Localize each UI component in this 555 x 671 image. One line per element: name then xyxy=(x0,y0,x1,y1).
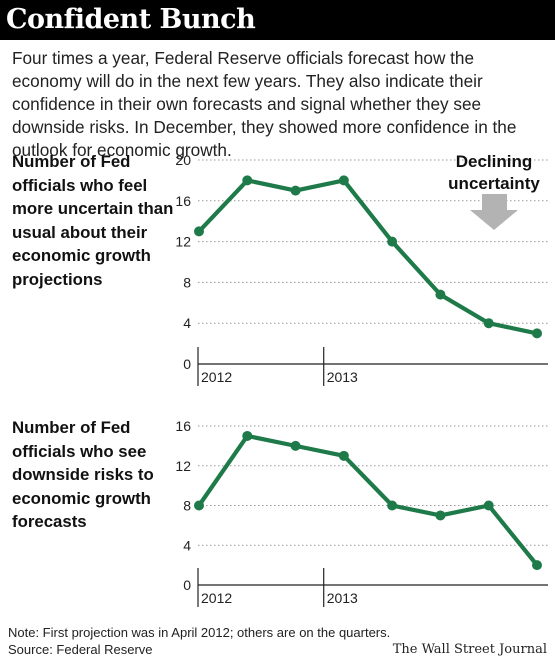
data-point xyxy=(338,450,349,461)
data-point xyxy=(338,175,349,186)
series-line xyxy=(197,433,539,567)
source-text: Source: Federal Reserve xyxy=(8,642,153,657)
data-point xyxy=(387,500,398,511)
series-line xyxy=(197,178,538,336)
y-tick-label: 0 xyxy=(183,356,191,372)
chart2-title: Number of Fed officials who see downside… xyxy=(12,418,154,531)
data-point xyxy=(483,318,494,329)
y-tick-label: 12 xyxy=(175,234,191,250)
y-tick-label: 20 xyxy=(175,152,191,168)
annotation-line-2: uncertainty xyxy=(448,174,540,193)
data-point xyxy=(387,236,398,247)
y-tick-label: 16 xyxy=(175,193,191,209)
data-point xyxy=(290,440,301,451)
data-point xyxy=(242,430,253,441)
data-point xyxy=(435,289,446,300)
data-point xyxy=(194,500,204,511)
data-point xyxy=(483,500,494,511)
x-tick-label: 2012 xyxy=(201,369,232,385)
y-tick-label: 4 xyxy=(183,537,191,553)
data-point xyxy=(532,560,542,571)
data-point xyxy=(242,175,253,186)
y-tick-label: 8 xyxy=(183,498,191,514)
header-bar: Confident Bunch xyxy=(0,0,555,40)
intro-text: Four times a year, Federal Reserve offic… xyxy=(12,48,517,160)
credit-text: The Wall Street Journal xyxy=(392,642,547,657)
data-point xyxy=(194,226,204,237)
uncertainty-chart: 0 4 8 12 16 20 2012 2013 Declining uncertainty xyxy=(175,152,548,386)
y-tick-label: 12 xyxy=(175,458,191,474)
data-point xyxy=(290,185,301,196)
footer-note: Note: First projection was in April 2012… xyxy=(8,624,390,658)
downside-risk-chart: 0 4 8 12 16 2012 2013 xyxy=(175,418,548,607)
down-arrow-icon xyxy=(470,194,518,230)
page-title: Confident Bunch xyxy=(6,4,256,35)
data-point xyxy=(435,510,446,521)
y-tick-label: 4 xyxy=(183,315,191,331)
y-tick-label: 8 xyxy=(183,274,191,290)
y-tick-label: 16 xyxy=(175,418,191,434)
data-point xyxy=(532,328,542,339)
x-tick-label: 2013 xyxy=(327,369,358,385)
x-tick-label: 2013 xyxy=(327,590,358,606)
note-text: Note: First projection was in April 2012… xyxy=(8,625,391,640)
x-tick-label: 2012 xyxy=(201,590,232,606)
y-tick-label: 0 xyxy=(183,577,191,593)
annotation-line-1: Declining xyxy=(456,152,533,171)
chart1-title: Number of Fed officials who feel more un… xyxy=(12,152,174,289)
